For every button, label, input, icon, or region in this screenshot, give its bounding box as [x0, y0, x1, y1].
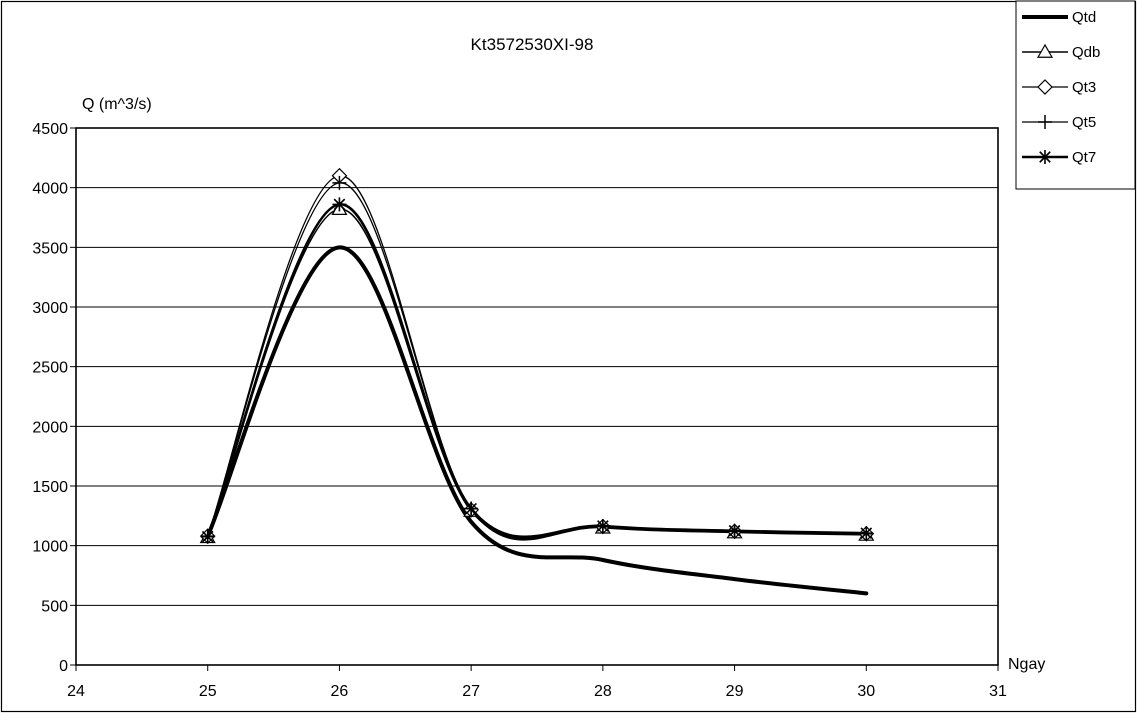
- y-tick-label: 3500: [32, 240, 68, 257]
- legend-marker: [1036, 43, 1054, 58]
- data-point: [332, 197, 347, 212]
- data-point: [727, 523, 742, 538]
- y-tick-label: 2500: [32, 360, 68, 377]
- data-point: [200, 529, 215, 544]
- legend-entry-Qt3: Qt3: [1022, 79, 1096, 96]
- y-tick-label: 3000: [32, 300, 68, 317]
- y-tick-label: 1500: [32, 479, 68, 496]
- plot-area-border: [75, 127, 999, 666]
- legend-entry-Qtd: Qtd: [1022, 9, 1096, 26]
- legend: Qtd Qdb Qt3 Qt5 Qt7: [1015, 0, 1136, 190]
- data-point: [464, 501, 479, 516]
- series-Qtd: [205, 245, 869, 596]
- gridlines: [76, 187, 998, 606]
- legend-entry-Qdb: Qdb: [1022, 43, 1100, 61]
- series-line: [205, 245, 869, 596]
- legend-marker: [1037, 79, 1053, 95]
- legend-label: Qt5: [1072, 114, 1096, 131]
- x-tick-label: 30: [857, 683, 875, 700]
- legend-entry-Qt7: Qt7: [1022, 149, 1096, 166]
- legend-label: Qt7: [1072, 149, 1096, 166]
- chart-title: Kt3572530XI-98: [471, 35, 594, 54]
- y-tick-label: 4500: [32, 121, 68, 138]
- legend-label: Qdb: [1072, 44, 1100, 61]
- data-point: [332, 175, 347, 190]
- y-axis-label: Q (m^3/s): [82, 96, 152, 113]
- series-layer: [199, 167, 875, 596]
- y-tick-label: 4000: [32, 181, 68, 198]
- y-tick-label: 500: [41, 598, 68, 615]
- y-tick-label: 1000: [32, 539, 68, 556]
- x-tick-label: 27: [462, 683, 480, 700]
- x-tick-label: 31: [989, 683, 1007, 700]
- x-tick-label: 28: [594, 683, 612, 700]
- legend-marker: [1038, 115, 1052, 129]
- x-tick-label: 29: [726, 683, 744, 700]
- axes: 0 500 1000 1500 2000 2500 3000 3500 4000 4500 24 25…: [32, 121, 1007, 700]
- data-point: [859, 526, 874, 541]
- legend-entry-Qt5: Qt5: [1022, 114, 1096, 131]
- y-tick-label: 0: [59, 658, 68, 675]
- legend-label: Qtd: [1072, 9, 1096, 26]
- x-tick-label: 25: [199, 683, 217, 700]
- x-axis-label: Ngay: [1008, 656, 1045, 673]
- y-tick-label: 2000: [32, 419, 68, 436]
- x-tick-label: 24: [67, 683, 85, 700]
- x-tick-label: 26: [331, 683, 349, 700]
- legend-marker: [1038, 150, 1052, 164]
- legend-label: Qt3: [1072, 79, 1096, 96]
- data-point: [595, 518, 610, 533]
- series-Qt7: [200, 197, 874, 544]
